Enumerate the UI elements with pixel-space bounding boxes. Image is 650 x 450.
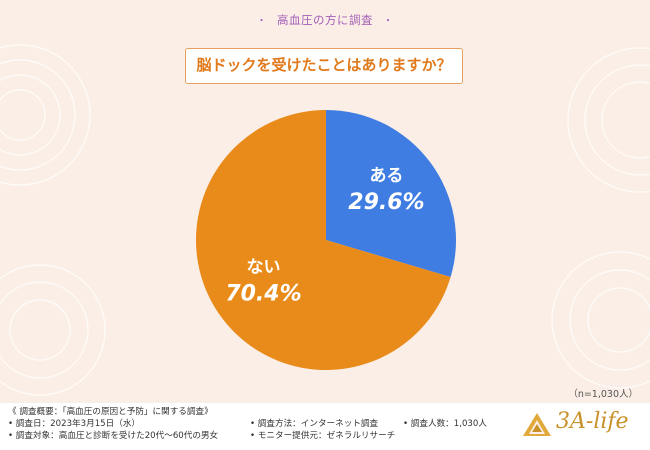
question-text: 脳ドックを受けたことはありますか？ — [196, 56, 452, 74]
pie-slice-2 — [196, 110, 451, 371]
slice-label-2: ない — [246, 258, 280, 278]
slice-label-1: ある — [369, 166, 403, 186]
slice-value-2: 70.4% — [225, 282, 301, 307]
pie-chart: ある 29.6% ない 70.4% — [196, 110, 456, 371]
footer-count: • 調査人数：1,030人 — [403, 419, 487, 429]
chart-card: ・高血圧の方に調査・ 脳ドックを受けたことはありますか？ ある 29.6% ない 70… — [0, 12, 650, 400]
logo-text: 3A-life — [556, 409, 629, 434]
slice-value-1: 29.6% — [348, 190, 424, 215]
footer-target: • 調査対象：高血圧と診断を受けた20代〜60代の男女 — [8, 431, 219, 441]
sample-size-label: （n=1,030人） — [568, 389, 638, 400]
header-dot-right: ・ — [383, 16, 394, 27]
header-dot-left: ・ — [256, 16, 267, 27]
footer-method: • 調査方法：インターネット調査 — [250, 419, 379, 429]
header-label-text: 高血圧の方に調査 — [277, 13, 373, 27]
background-decoration — [0, 44, 650, 396]
survey-header: ・高血圧の方に調査・ — [0, 12, 650, 28]
footer-date: • 調査日：2023年3月15日（水） — [8, 419, 141, 429]
logo-mark-icon — [523, 413, 551, 436]
question-box: 脳ドックを受けたことはありますか？ — [185, 48, 463, 84]
footer-provider: • モニター提供元：ゼネラルリサーチ — [250, 431, 396, 441]
pie-slice-1 — [326, 110, 456, 278]
footer-title: 《 調査概要：「高血圧の原因と予防」に関する調査》 — [8, 407, 213, 417]
